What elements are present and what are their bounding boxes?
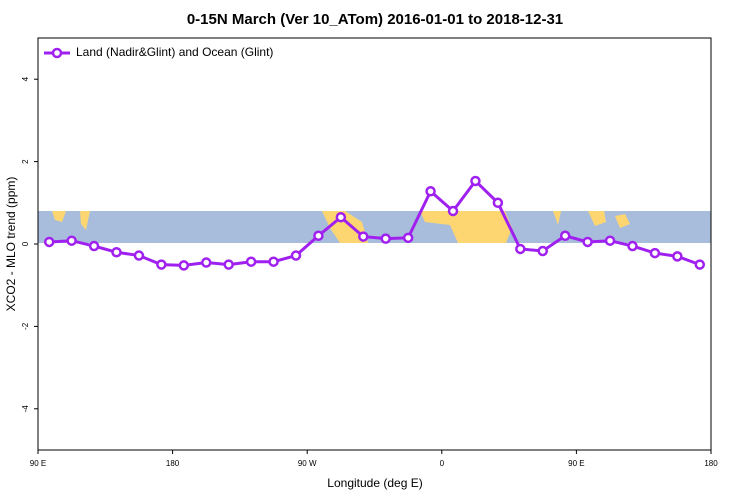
chart-title: 0-15N March (Ver 10_ATom) 2016-01-01 to … (187, 11, 563, 28)
x-tick-label: 90 E (30, 459, 46, 468)
point (178, 260, 190, 271)
point (515, 243, 526, 255)
point (537, 245, 548, 257)
point (694, 259, 706, 270)
x-tick-label: 180 (704, 459, 718, 468)
x-tick-label: 90 E (568, 459, 584, 468)
point (672, 251, 683, 262)
point (201, 257, 212, 268)
point (111, 246, 122, 258)
land-patch (80, 211, 90, 230)
point (245, 256, 257, 267)
point (358, 231, 369, 242)
y-axis-label: XCO2 - MLO trend (ppm) (4, 177, 18, 312)
point (223, 259, 234, 270)
point (88, 240, 100, 252)
y-tick-label: 2 (21, 159, 30, 164)
point (425, 186, 436, 197)
land-patch (588, 211, 606, 226)
point (649, 247, 661, 259)
point (335, 211, 347, 223)
y-tick-label: 0 (21, 241, 30, 246)
point (470, 175, 481, 187)
land-patch (322, 211, 368, 243)
point (627, 240, 638, 252)
point (492, 197, 504, 209)
point (156, 259, 167, 270)
y-tick-label: -4 (21, 405, 30, 413)
x-axis-label: Longitude (deg E) (327, 476, 422, 490)
land-patch (52, 211, 66, 222)
point (290, 250, 302, 261)
point (559, 230, 571, 242)
point (402, 232, 414, 244)
y-tick-label: 4 (21, 76, 30, 81)
point (447, 205, 459, 217)
point (133, 250, 145, 261)
point (604, 235, 616, 246)
land-patch (553, 211, 561, 225)
land-patch (615, 214, 630, 228)
x-tick-label: 180 (166, 459, 180, 468)
point (268, 256, 279, 267)
x-tick-label: 90 W (298, 459, 317, 468)
legend-label: Land (Nadir&Glint) and Ocean (Glint) (76, 45, 273, 59)
legend-marker (51, 47, 63, 59)
point (43, 236, 55, 248)
map-strip (38, 211, 711, 243)
x-tick-label: 0 (440, 459, 445, 468)
land-patch (420, 211, 512, 243)
point (582, 236, 593, 248)
point (66, 235, 77, 246)
point (313, 230, 324, 242)
y-tick-label: -2 (21, 322, 30, 330)
point (380, 233, 391, 244)
